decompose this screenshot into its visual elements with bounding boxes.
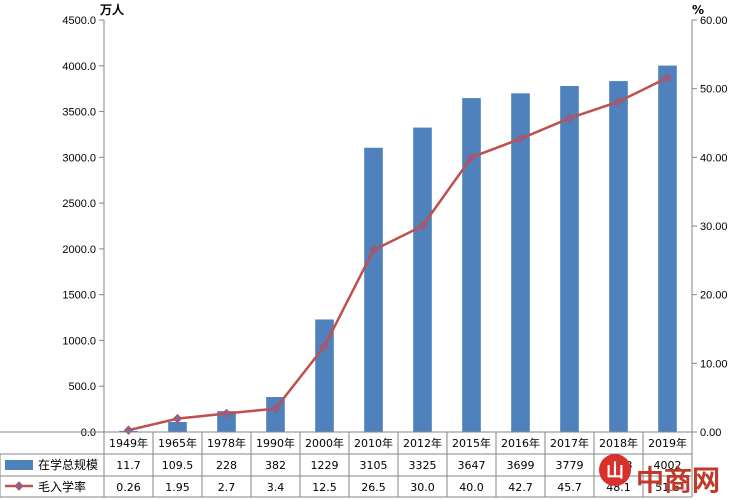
bar (364, 147, 383, 432)
data-label: 3699 (507, 459, 535, 472)
line-point (270, 403, 281, 414)
data-label: 45.7 (557, 481, 582, 494)
line-point (613, 97, 624, 107)
bar (168, 421, 187, 432)
x-tick-label: 2015年 (452, 436, 491, 450)
legend-swatch-marker (14, 481, 24, 491)
x-tick-label: 1949年 (109, 436, 148, 450)
bar (266, 397, 285, 432)
line-point (368, 245, 379, 255)
bar (413, 127, 432, 433)
y-right-tick-label: 10.00 (700, 358, 728, 370)
data-label: 42.7 (508, 481, 533, 494)
bar (315, 319, 334, 432)
line-point (466, 152, 477, 163)
data-label: 3325 (409, 459, 437, 472)
y-right-unit-label: % (692, 3, 704, 17)
data-label: 26.5 (361, 481, 386, 494)
watermark-text: 中商网 (636, 464, 720, 497)
watermark-logo-mark: 山 (606, 461, 624, 482)
data-label: 3779 (556, 459, 584, 472)
y-right-tick-label: 20.00 (700, 290, 728, 302)
line-point (123, 425, 134, 435)
data-label: 1.95 (165, 481, 190, 494)
line-point (319, 341, 330, 351)
line-point (515, 134, 526, 144)
bar (609, 81, 628, 432)
x-tick-label: 2012年 (403, 436, 442, 450)
data-label: 2.7 (218, 481, 236, 494)
x-tick-label: 1965年 (158, 436, 197, 450)
data-label: 1229 (311, 459, 339, 472)
y-left-tick-label: 1500.0 (62, 290, 96, 302)
data-label: 228 (216, 459, 237, 472)
line-point (662, 72, 673, 83)
legend-label: 在学总规模 (38, 457, 98, 472)
y-left-tick-label: 2500.0 (62, 198, 96, 210)
data-label: 109.5 (162, 459, 194, 472)
line-point (172, 413, 183, 424)
x-tick-label: 1978年 (207, 436, 246, 450)
x-tick-label: 2019年 (648, 436, 687, 450)
y-right-tick-label: 0.00 (700, 427, 721, 439)
y-left-tick-label: 500.0 (68, 381, 96, 393)
line-point (221, 408, 232, 419)
watermark-logo-circle (599, 454, 631, 486)
bar (560, 86, 579, 432)
x-tick-label: 1990年 (256, 436, 295, 450)
data-label: 3647 (458, 459, 486, 472)
plot-area: 0.0 500.0 1000.0 1500.0 2000.0 2500.0 3000.0 35… (62, 2, 727, 439)
data-label: 3105 (360, 459, 388, 472)
y-right-tick-label: 40.00 (700, 152, 728, 164)
y-left-tick-label: 2000.0 (62, 244, 96, 256)
legend-swatch-bar (5, 460, 33, 470)
bar (658, 65, 677, 432)
line-point (564, 113, 575, 123)
x-tick-label: 2016年 (501, 436, 540, 450)
y-right-tick-label: 60.00 (700, 15, 728, 27)
y-right-tick-label: 50.00 (700, 84, 728, 96)
legend-label: 毛入学率 (38, 479, 86, 494)
bar (217, 411, 236, 432)
x-tick-label: 2010年 (354, 436, 393, 450)
x-tick-label: 2000年 (305, 436, 344, 450)
line-point (417, 221, 428, 231)
y-left-tick-label: 4000.0 (62, 61, 96, 73)
x-tick-label: 2017年 (550, 436, 589, 450)
data-label: 30.0 (410, 481, 435, 494)
data-label: 11.7 (116, 459, 141, 472)
data-label: 40.0 (459, 481, 484, 494)
data-label: 12.5 (312, 481, 337, 494)
y-left-tick-label: 3500.0 (62, 107, 96, 119)
y-left-tick-label: 4500.0 (62, 15, 96, 27)
data-label: 51.6 (655, 481, 680, 494)
x-tick-label: 2018年 (599, 436, 638, 450)
y-left-tick-label: 3000.0 (62, 152, 96, 164)
bar (511, 93, 530, 432)
y-left-tick-label: 1000.0 (62, 335, 96, 347)
data-label: 3.4 (267, 481, 285, 494)
y-left-unit-label: 万人 (99, 2, 125, 17)
bar (462, 98, 481, 432)
data-label: 4002 (654, 459, 682, 472)
data-label: 0.26 (116, 481, 141, 494)
line-series (128, 76, 669, 432)
watermark: 山中商网 (599, 454, 720, 497)
y-right-tick-label: 30.00 (700, 221, 728, 233)
y-left-tick-label: 0.0 (81, 427, 96, 439)
data-label: 382 (265, 459, 286, 472)
data-table: 1949年 1965年 1978年 1990年 2000年 2010年 2012年 2015年… (0, 431, 693, 498)
